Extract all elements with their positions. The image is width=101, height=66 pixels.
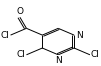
Text: N: N — [55, 56, 62, 65]
Text: Cl: Cl — [17, 50, 26, 59]
Text: Cl: Cl — [1, 31, 10, 40]
Text: N: N — [76, 31, 83, 40]
Text: Cl: Cl — [91, 50, 100, 59]
Text: O: O — [16, 7, 23, 16]
